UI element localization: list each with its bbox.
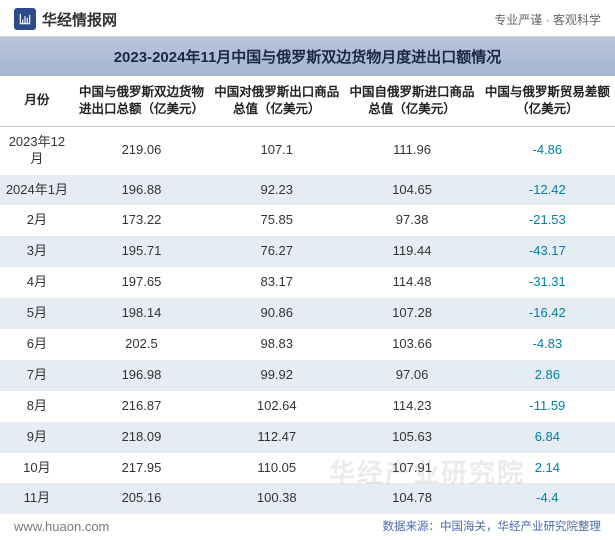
cell-total: 216.87 bbox=[74, 391, 209, 422]
cell-export: 83.17 bbox=[209, 267, 344, 298]
col-header-diff: 中国与俄罗斯贸易差额（亿美元） bbox=[480, 76, 615, 126]
brand-text: 华经情报网 bbox=[42, 9, 117, 30]
cell-month: 10月 bbox=[0, 453, 74, 484]
cell-month: 8月 bbox=[0, 391, 74, 422]
table-row: 11月205.16100.38104.78-4.4 bbox=[0, 483, 615, 514]
cell-diff: -4.83 bbox=[480, 329, 615, 360]
cell-import: 97.06 bbox=[344, 360, 479, 391]
cell-import: 114.23 bbox=[344, 391, 479, 422]
cell-export: 100.38 bbox=[209, 483, 344, 514]
col-header-import: 中国自俄罗斯进口商品总值（亿美元） bbox=[344, 76, 479, 126]
col-header-export: 中国对俄罗斯出口商品总值（亿美元） bbox=[209, 76, 344, 126]
table-row: 7月196.9899.9297.062.86 bbox=[0, 360, 615, 391]
table-row: 2月173.2275.8597.38-21.53 bbox=[0, 205, 615, 236]
cell-total: 196.98 bbox=[74, 360, 209, 391]
col-header-total: 中国与俄罗斯双边货物进出口总额（亿美元） bbox=[74, 76, 209, 126]
website-text: www.huaon.com bbox=[14, 519, 109, 534]
tagline: 专业严谨 · 客观科学 bbox=[494, 11, 601, 28]
cell-month: 9月 bbox=[0, 422, 74, 453]
cell-month: 6月 bbox=[0, 329, 74, 360]
data-table-container: 月份 中国与俄罗斯双边货物进出口总额（亿美元） 中国对俄罗斯出口商品总值（亿美元… bbox=[0, 76, 615, 514]
cell-export: 92.23 bbox=[209, 175, 344, 206]
cell-export: 102.64 bbox=[209, 391, 344, 422]
cell-import: 104.65 bbox=[344, 175, 479, 206]
cell-export: 75.85 bbox=[209, 205, 344, 236]
col-header-month: 月份 bbox=[0, 76, 74, 126]
table-header-row: 月份 中国与俄罗斯双边货物进出口总额（亿美元） 中国对俄罗斯出口商品总值（亿美元… bbox=[0, 76, 615, 126]
cell-diff: -31.31 bbox=[480, 267, 615, 298]
cell-diff: -4.86 bbox=[480, 126, 615, 174]
table-row: 3月195.7176.27119.44-43.17 bbox=[0, 236, 615, 267]
logo-area: 华经情报网 bbox=[14, 8, 117, 30]
cell-import: 97.38 bbox=[344, 205, 479, 236]
cell-total: 197.65 bbox=[74, 267, 209, 298]
cell-total: 195.71 bbox=[74, 236, 209, 267]
page-footer: www.huaon.com 数据来源：中国海关，华经产业研究院整理 bbox=[0, 518, 615, 534]
table-row: 2023年12月219.06107.1111.96-4.86 bbox=[0, 126, 615, 174]
cell-total: 173.22 bbox=[74, 205, 209, 236]
cell-diff: -11.59 bbox=[480, 391, 615, 422]
cell-import: 107.28 bbox=[344, 298, 479, 329]
cell-import: 105.63 bbox=[344, 422, 479, 453]
page-header: 华经情报网 专业严谨 · 客观科学 bbox=[0, 0, 615, 37]
table-row: 6月202.598.83103.66-4.83 bbox=[0, 329, 615, 360]
cell-import: 119.44 bbox=[344, 236, 479, 267]
cell-total: 217.95 bbox=[74, 453, 209, 484]
data-table: 月份 中国与俄罗斯双边货物进出口总额（亿美元） 中国对俄罗斯出口商品总值（亿美元… bbox=[0, 76, 615, 514]
cell-month: 5月 bbox=[0, 298, 74, 329]
cell-export: 112.47 bbox=[209, 422, 344, 453]
cell-export: 107.1 bbox=[209, 126, 344, 174]
table-row: 2024年1月196.8892.23104.65-12.42 bbox=[0, 175, 615, 206]
cell-diff: -21.53 bbox=[480, 205, 615, 236]
cell-diff: 6.84 bbox=[480, 422, 615, 453]
brand-logo-icon bbox=[14, 8, 36, 30]
cell-import: 114.48 bbox=[344, 267, 479, 298]
cell-total: 196.88 bbox=[74, 175, 209, 206]
page-title: 2023-2024年11月中国与俄罗斯双边货物月度进出口额情况 bbox=[0, 37, 615, 76]
cell-month: 2月 bbox=[0, 205, 74, 236]
cell-month: 11月 bbox=[0, 483, 74, 514]
cell-import: 111.96 bbox=[344, 126, 479, 174]
cell-diff: -12.42 bbox=[480, 175, 615, 206]
table-row: 5月198.1490.86107.28-16.42 bbox=[0, 298, 615, 329]
cell-export: 76.27 bbox=[209, 236, 344, 267]
table-row: 4月197.6583.17114.48-31.31 bbox=[0, 267, 615, 298]
cell-import: 103.66 bbox=[344, 329, 479, 360]
cell-diff: -43.17 bbox=[480, 236, 615, 267]
cell-total: 218.09 bbox=[74, 422, 209, 453]
cell-diff: 2.14 bbox=[480, 453, 615, 484]
table-row: 9月218.09112.47105.636.84 bbox=[0, 422, 615, 453]
cell-diff: -4.4 bbox=[480, 483, 615, 514]
cell-month: 2024年1月 bbox=[0, 175, 74, 206]
cell-import: 104.78 bbox=[344, 483, 479, 514]
cell-export: 98.83 bbox=[209, 329, 344, 360]
cell-total: 219.06 bbox=[74, 126, 209, 174]
cell-diff: -16.42 bbox=[480, 298, 615, 329]
cell-diff: 2.86 bbox=[480, 360, 615, 391]
source-text: 数据来源：中国海关，华经产业研究院整理 bbox=[383, 518, 602, 534]
cell-total: 205.16 bbox=[74, 483, 209, 514]
cell-export: 110.05 bbox=[209, 453, 344, 484]
cell-month: 2023年12月 bbox=[0, 126, 74, 174]
cell-total: 202.5 bbox=[74, 329, 209, 360]
cell-month: 7月 bbox=[0, 360, 74, 391]
cell-month: 4月 bbox=[0, 267, 74, 298]
table-row: 10月217.95110.05107.912.14 bbox=[0, 453, 615, 484]
cell-total: 198.14 bbox=[74, 298, 209, 329]
cell-month: 3月 bbox=[0, 236, 74, 267]
cell-import: 107.91 bbox=[344, 453, 479, 484]
cell-export: 99.92 bbox=[209, 360, 344, 391]
table-row: 8月216.87102.64114.23-11.59 bbox=[0, 391, 615, 422]
cell-export: 90.86 bbox=[209, 298, 344, 329]
